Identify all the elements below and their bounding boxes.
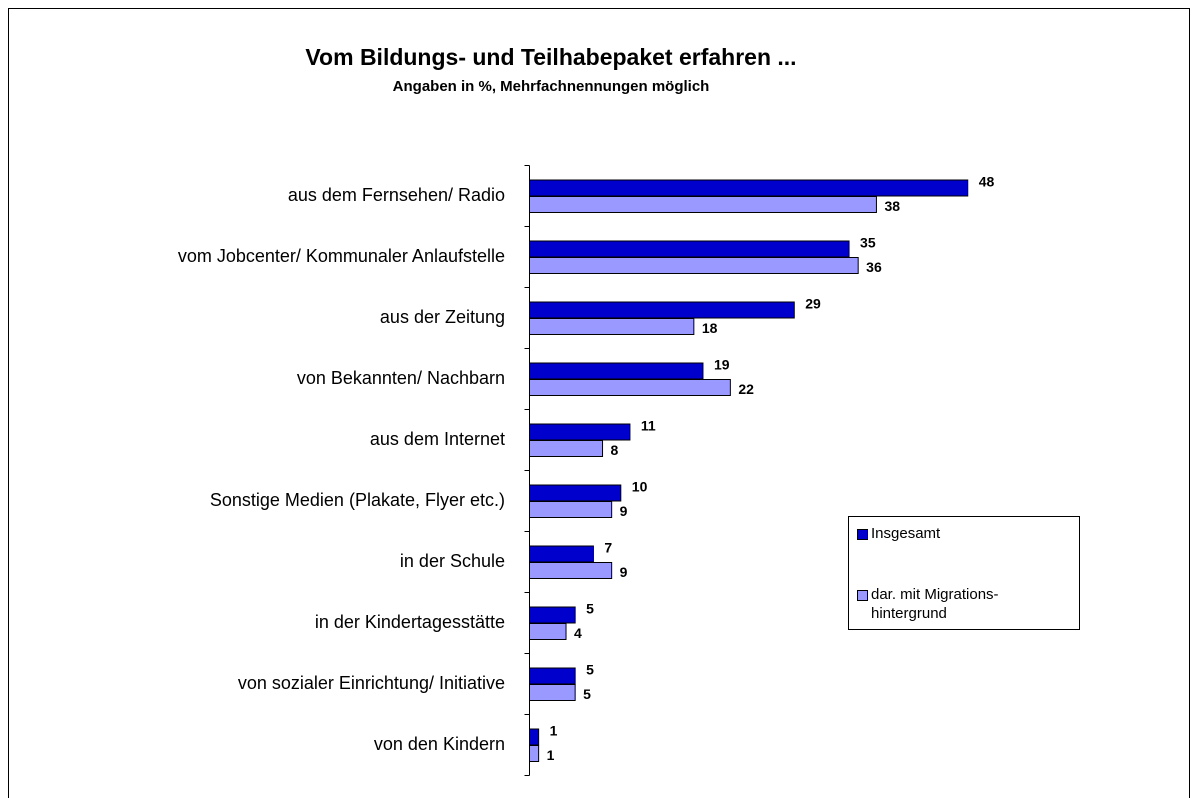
chart-title: Vom Bildungs- und Teilhabepaket erfahren…: [305, 44, 796, 70]
bar: [529, 440, 604, 457]
chart-subtitle: Angaben in %, Mehrfachnennungen möglich: [393, 78, 710, 95]
data-label: 19: [714, 357, 730, 373]
data-label: 8: [611, 442, 619, 458]
legend: Insgesamt dar. mit Migrations- hintergrun…: [848, 516, 1080, 630]
y-tick-label: in der Kindertagesstätte: [315, 612, 505, 632]
bar: [529, 562, 613, 579]
legend-swatch: [857, 590, 868, 601]
bar: [529, 484, 622, 502]
legend-item: Insgesamt: [857, 524, 1057, 543]
bar: [529, 196, 877, 213]
data-label: 29: [805, 296, 821, 312]
bar: [529, 545, 594, 563]
data-label: 18: [702, 320, 718, 336]
data-label: 5: [586, 662, 594, 678]
data-label: 9: [620, 503, 628, 519]
data-label: 35: [860, 235, 876, 251]
data-label: 48: [979, 174, 995, 190]
bar: [529, 423, 631, 441]
bar: [529, 728, 540, 746]
y-tick-label: von sozialer Einrichtung/ Initiative: [238, 673, 505, 693]
bar: [529, 606, 576, 624]
y-tick-label: aus der Zeitung: [380, 307, 505, 327]
data-label: 9: [620, 564, 628, 580]
bar: [529, 240, 850, 258]
data-label: 1: [550, 723, 558, 739]
bar: [529, 362, 704, 380]
legend-item: dar. mit Migrations- hintergrund: [857, 585, 1057, 623]
legend-label: Insgesamt: [871, 525, 941, 542]
bar: [529, 501, 613, 518]
y-tick-label: aus dem Fernsehen/ Radio: [288, 185, 505, 205]
data-label: 5: [586, 601, 594, 617]
bar: [529, 745, 540, 762]
y-tick-label: in der Schule: [400, 551, 505, 571]
y-tick-label: von Bekannten/ Nachbarn: [297, 368, 505, 388]
data-label: 5: [583, 686, 591, 702]
y-tick-label: vom Jobcenter/ Kommunaler Anlaufstelle: [178, 246, 505, 266]
y-tick-label: von den Kindern: [374, 734, 505, 754]
bar: [529, 684, 576, 701]
y-tick-label: aus dem Internet: [370, 429, 505, 449]
data-label: 7: [604, 540, 612, 556]
legend-swatch: [857, 529, 868, 540]
bar: [529, 257, 859, 274]
data-label: 10: [632, 479, 648, 495]
data-label: 1: [547, 747, 555, 763]
bar: [529, 667, 576, 685]
data-label: 4: [574, 625, 582, 641]
data-label: 22: [738, 381, 754, 397]
legend-label: dar. mit Migrations- hintergrund: [871, 586, 999, 622]
data-label: 38: [884, 198, 900, 214]
y-tick-label: Sonstige Medien (Plakate, Flyer etc.): [210, 490, 505, 510]
frame: [8, 8, 1190, 798]
bar: [529, 379, 731, 396]
data-label: 11: [641, 418, 656, 434]
bar: [529, 318, 695, 335]
bar: [529, 623, 567, 640]
bar: [529, 301, 795, 319]
bar: [529, 179, 969, 197]
data-label: 36: [866, 259, 882, 275]
